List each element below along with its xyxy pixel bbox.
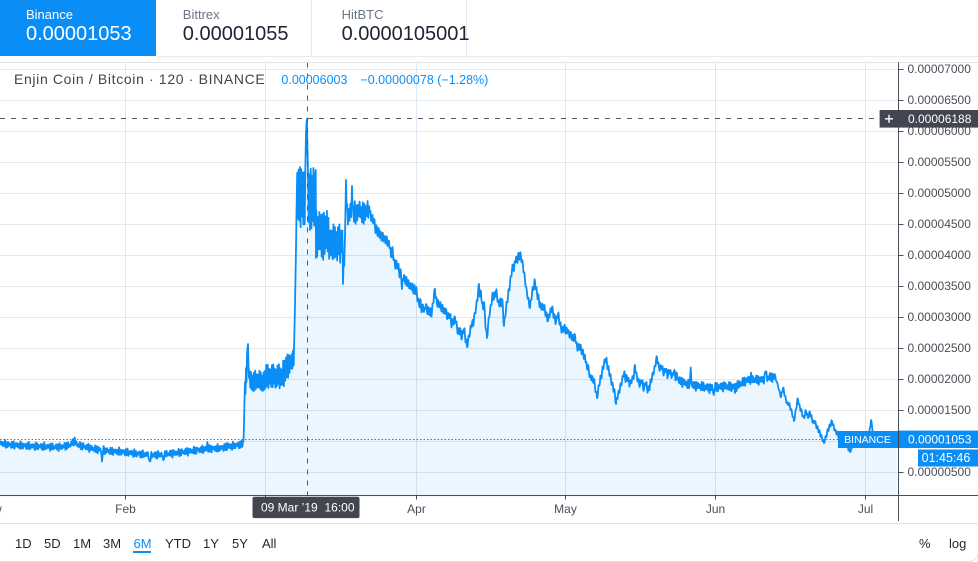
svg-text:0.00007000: 0.00007000 (908, 62, 972, 76)
svg-text:0.00005000: 0.00005000 (908, 186, 972, 200)
svg-text:0.00000500: 0.00000500 (908, 465, 972, 479)
svg-text:BINANCE: BINANCE (844, 434, 891, 446)
svg-text:May: May (554, 502, 577, 516)
svg-text:0.00006500: 0.00006500 (908, 93, 972, 107)
svg-text:Apr: Apr (407, 502, 426, 516)
svg-text:0.00003500: 0.00003500 (908, 279, 972, 293)
svg-text:w: w (0, 502, 2, 516)
svg-text:01:45:46: 01:45:46 (922, 451, 971, 465)
svg-text:0.00002000: 0.00002000 (908, 372, 972, 386)
svg-text:09 Mar ’19: 09 Mar ’19 (261, 501, 318, 515)
svg-text:0.00005500: 0.00005500 (908, 155, 972, 169)
svg-text:0.00006188: 0.00006188 (908, 112, 972, 126)
svg-text:0.00004500: 0.00004500 (908, 217, 972, 231)
svg-text:16:00: 16:00 (325, 501, 355, 515)
svg-text:0.00004000: 0.00004000 (908, 248, 972, 262)
svg-text:0.00002500: 0.00002500 (908, 341, 972, 355)
svg-text:0.00003000: 0.00003000 (908, 310, 972, 324)
svg-text:Jul: Jul (858, 502, 873, 516)
svg-text:Feb: Feb (115, 502, 136, 516)
svg-text:0.00001053: 0.00001053 (908, 433, 972, 447)
svg-text:Jun: Jun (706, 502, 725, 516)
svg-text:0.00001500: 0.00001500 (908, 403, 972, 417)
